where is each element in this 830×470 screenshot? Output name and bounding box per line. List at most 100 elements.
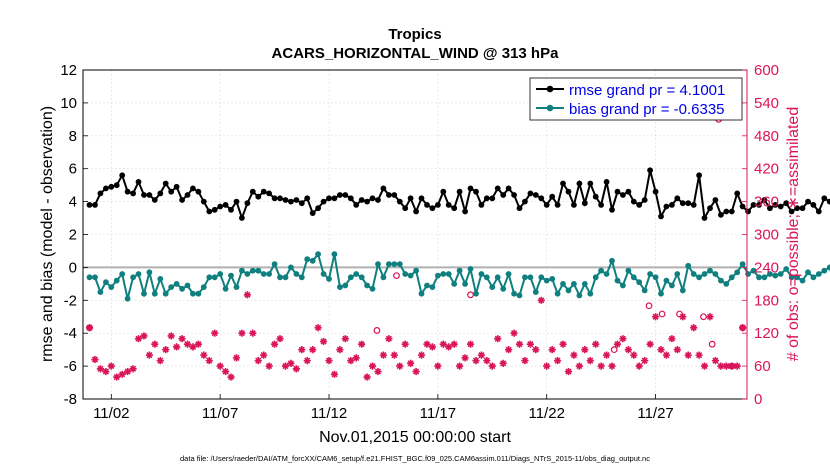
rmse-point <box>369 195 376 202</box>
rmse-point <box>97 190 104 197</box>
bias-point <box>685 262 692 269</box>
bias-point <box>173 281 180 287</box>
obs-assimilated-marker <box>445 343 453 351</box>
bias-point <box>745 271 751 277</box>
obs-assimilated-marker <box>434 362 442 370</box>
y-tick-label: -4 <box>64 325 77 342</box>
obs-assimilated-marker <box>124 367 132 376</box>
bias-point <box>113 277 120 284</box>
obs-possible-marker <box>467 291 474 299</box>
bias-point <box>772 272 779 279</box>
rmse-point <box>620 192 626 198</box>
rmse-point <box>636 202 643 208</box>
bias-point <box>821 267 828 274</box>
rmse-point <box>625 188 632 195</box>
bias-point <box>587 290 594 297</box>
rmse-point <box>440 188 447 195</box>
bias-point <box>592 274 599 281</box>
bias-point <box>543 277 550 284</box>
rmse-point <box>288 198 294 205</box>
obs-assimilated-marker <box>700 362 709 370</box>
bias-point <box>358 274 365 281</box>
bias-point <box>141 290 147 297</box>
obs-assimilated-marker <box>483 357 491 365</box>
rmse-point <box>630 198 637 205</box>
x-tick-label: 11/12 <box>311 405 347 422</box>
bias-point <box>805 269 811 276</box>
rmse-point <box>712 197 719 203</box>
obs-assimilated-marker <box>673 346 681 354</box>
bias-point <box>418 290 425 297</box>
obs-assimilated-marker <box>352 354 360 362</box>
bias-point <box>581 281 588 287</box>
obs-assimilated-marker <box>260 351 268 359</box>
bias-point <box>429 284 436 290</box>
obs-assimilated-marker <box>173 343 181 351</box>
obs-assimilated-marker <box>461 354 469 362</box>
rmse-point <box>162 180 169 187</box>
x-tick-label: 11/02 <box>93 405 129 422</box>
obs-assimilated-marker <box>276 335 284 343</box>
bias-point <box>690 271 697 277</box>
rmse-point <box>228 206 234 213</box>
rmse-point <box>701 215 708 221</box>
rmse-point <box>217 203 224 210</box>
obs-assimilated-marker <box>162 346 170 354</box>
obs-assimilated-marker <box>151 340 159 348</box>
bias-point <box>647 271 653 277</box>
rmse-point <box>396 198 403 205</box>
obs-assimilated-marker <box>216 362 224 370</box>
rmse-point <box>451 205 458 212</box>
obs-assimilated-marker <box>183 340 192 348</box>
rmse-point <box>799 205 806 212</box>
bias-point <box>108 284 115 290</box>
bias-point <box>331 251 338 258</box>
y2-tick-label: 480 <box>754 128 779 145</box>
rmse-point <box>560 180 566 187</box>
bias-point <box>565 287 572 294</box>
footnote: data file: /Users/raeder/DAI/ATM_forcXX/… <box>180 454 650 463</box>
rmse-point <box>413 208 419 215</box>
x-tick-label: 11/22 <box>528 405 564 422</box>
x-tick-label: 11/27 <box>637 405 673 422</box>
bias-point <box>614 277 621 284</box>
y2-tick-label: 420 <box>754 161 779 178</box>
bias-point <box>244 271 251 277</box>
rmse-point <box>679 200 686 207</box>
rmse-point <box>581 200 588 207</box>
obs-assimilated-marker <box>695 351 703 359</box>
rmse-point <box>609 206 615 213</box>
bias-point <box>157 276 164 282</box>
rmse-point <box>222 202 229 208</box>
rmse-point <box>135 179 142 185</box>
bias-point <box>413 267 419 274</box>
x-axis-label: Nov.01,2015 00:00:00 start <box>319 429 511 446</box>
bias-point <box>603 271 610 277</box>
rmse-point <box>690 202 697 208</box>
rmse-point <box>124 188 131 195</box>
bias-point <box>320 271 327 277</box>
obs-assimilated-marker <box>423 340 431 348</box>
bias-point <box>598 267 604 274</box>
bias-point <box>815 271 822 277</box>
rmse-point <box>407 195 414 202</box>
obs-assimilated-marker <box>221 367 230 376</box>
rmse-point <box>277 195 283 202</box>
obs-assimilated-marker <box>684 351 692 359</box>
obs-assimilated-marker <box>651 313 660 321</box>
obs-assimilated-marker <box>118 370 126 378</box>
right-y-ticks: 0 60 120 180 240 300 360 420 480 540 600 <box>742 62 779 408</box>
y-tick-label: 2 <box>69 227 77 244</box>
obs-assimilated-marker <box>129 365 137 373</box>
obs-assimilated-marker <box>396 362 404 370</box>
bias-point <box>669 282 675 289</box>
obs-assimilated-marker <box>368 362 377 370</box>
rmse-point <box>331 195 338 202</box>
bias-point <box>478 271 485 277</box>
obs-assimilated-marker <box>189 343 197 351</box>
bias-point <box>342 282 349 289</box>
rmse-point <box>603 179 610 185</box>
obs-assimilated-marker <box>287 359 295 367</box>
bias-point <box>761 274 768 281</box>
rmse-point <box>168 188 175 195</box>
